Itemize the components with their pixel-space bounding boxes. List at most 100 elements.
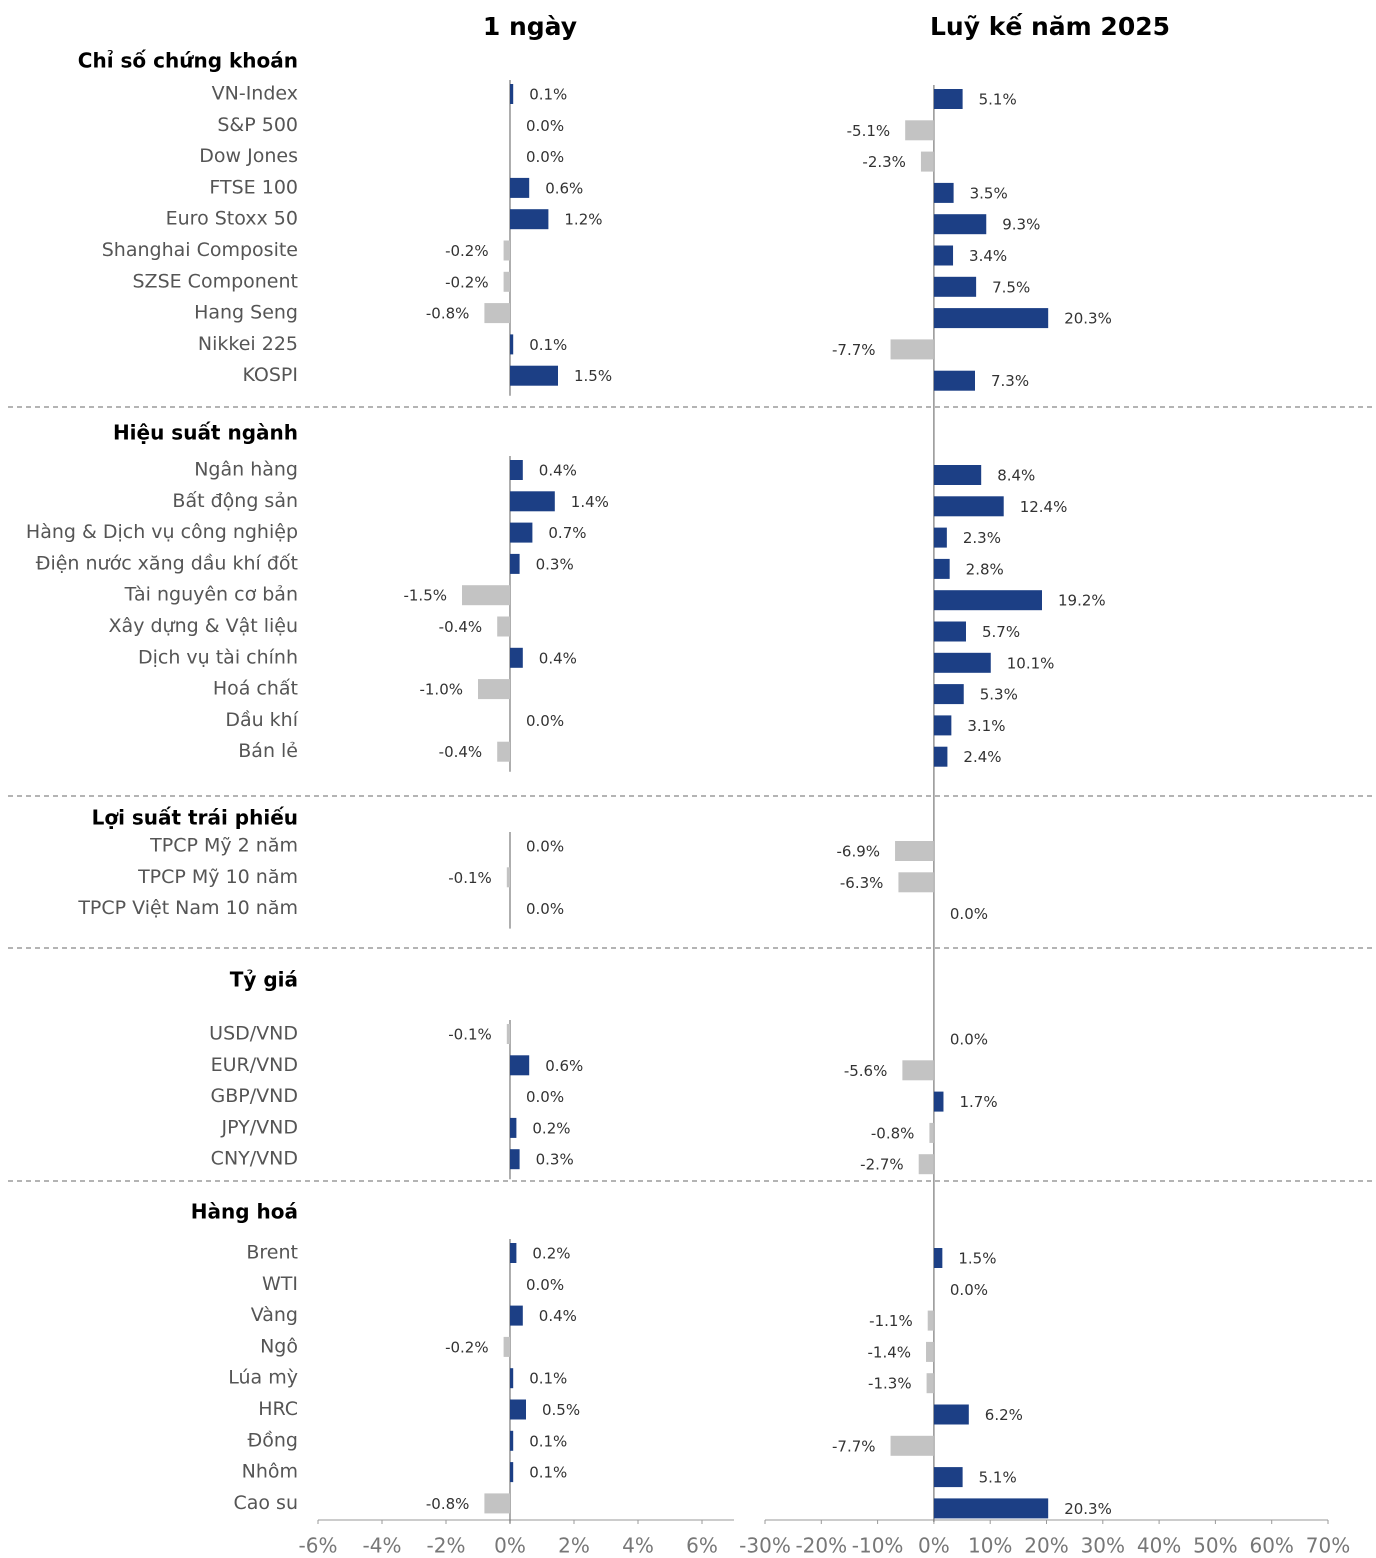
value-label: -2.3%: [862, 153, 906, 171]
bar: [933, 1404, 969, 1425]
category-label: JPY/VND: [221, 1116, 299, 1138]
category-label: Xây dựng & Vật liệu: [109, 615, 298, 637]
bar: [929, 1122, 934, 1143]
category-label: TPCP Việt Nam 10 năm: [77, 897, 298, 919]
value-label: 20.3%: [1064, 1500, 1112, 1518]
value-label: 19.2%: [1058, 592, 1106, 610]
value-label: 1.4%: [571, 493, 609, 511]
value-label: 0.0%: [526, 838, 564, 856]
category-label: Điện nước xăng dầu khí đốt: [36, 552, 298, 574]
bar: [898, 872, 934, 893]
bar: [510, 1305, 523, 1326]
bar: [510, 1243, 517, 1263]
bar: [933, 684, 964, 705]
bar: [484, 1493, 510, 1514]
value-label: 0.1%: [529, 86, 567, 104]
value-label: -1.3%: [868, 1375, 912, 1393]
category-label: TPCP Mỹ 2 năm: [149, 835, 298, 857]
value-label: 1.5%: [574, 367, 612, 385]
value-label: -5.6%: [844, 1062, 888, 1080]
bar: [478, 679, 510, 700]
category-label: SZSE Component: [133, 270, 299, 292]
value-label: 1.7%: [959, 1093, 997, 1111]
value-label: 0.1%: [529, 1464, 567, 1482]
bar: [933, 370, 975, 391]
value-label: 7.5%: [992, 278, 1030, 296]
x-tick-label: 4%: [622, 1534, 654, 1558]
value-label: 5.1%: [979, 91, 1017, 109]
bar: [510, 1430, 514, 1451]
value-label: 0.5%: [542, 1401, 580, 1419]
bar: [510, 522, 533, 543]
bar: [933, 527, 947, 548]
value-label: 0.0%: [526, 148, 564, 166]
bar: [933, 182, 954, 203]
bar: [920, 151, 934, 172]
category-label: Dầu khí: [225, 709, 298, 731]
value-label: 0.6%: [545, 1057, 583, 1075]
value-label: 5.3%: [980, 686, 1018, 704]
value-label: 10.1%: [1007, 654, 1055, 672]
x-tick-label: -6%: [299, 1534, 338, 1558]
value-label: -7.7%: [832, 341, 876, 359]
value-label: 0.3%: [536, 1151, 574, 1169]
bar: [484, 303, 510, 324]
bar: [933, 89, 963, 109]
category-label: Ngân hàng: [194, 459, 298, 481]
value-label: -0.2%: [445, 242, 489, 260]
bar: [905, 120, 934, 141]
value-label: 0.1%: [529, 1432, 567, 1450]
value-label: 0.2%: [532, 1119, 570, 1137]
bar: [510, 1149, 520, 1170]
panel-title: Luỹ kế năm 2025: [930, 12, 1170, 41]
value-label: -0.2%: [445, 1338, 489, 1356]
bar: [890, 1435, 934, 1456]
bar: [510, 84, 514, 104]
bar: [510, 553, 520, 574]
value-label: 20.3%: [1064, 310, 1112, 328]
x-tick-label: 6%: [686, 1534, 718, 1558]
panel-title: 1 ngày: [483, 12, 577, 41]
category-label: Vàng: [251, 1304, 298, 1326]
value-label: 1.2%: [564, 211, 602, 229]
category-label: USD/VND: [209, 1023, 298, 1045]
x-tick-label: -10%: [852, 1534, 904, 1558]
value-label: -5.1%: [847, 122, 891, 140]
value-label: 2.4%: [963, 748, 1001, 766]
x-tick-label: 40%: [1137, 1534, 1181, 1558]
bar: [895, 841, 934, 861]
group-title: Chỉ số chứng khoán: [78, 49, 298, 73]
x-tick-label: 2%: [558, 1534, 590, 1558]
category-label: Shanghai Composite: [102, 239, 298, 261]
category-label: S&P 500: [217, 114, 298, 136]
group-title: Hiệu suất ngành: [113, 421, 298, 445]
value-label: 2.3%: [963, 529, 1001, 547]
category-label: Bất động sản: [172, 490, 298, 512]
bar: [510, 1117, 517, 1138]
bar: [933, 1498, 1049, 1519]
x-tick-label: 0%: [918, 1534, 950, 1558]
bar: [933, 1248, 943, 1268]
category-label: Nhôm: [242, 1461, 298, 1483]
value-label: 0.0%: [950, 1031, 988, 1049]
value-label: 3.1%: [967, 717, 1005, 735]
category-label: CNY/VND: [211, 1148, 298, 1170]
group-title: Tỷ giá: [230, 968, 298, 992]
value-label: -6.9%: [837, 843, 881, 861]
value-label: 0.4%: [539, 462, 577, 480]
value-label: -6.3%: [840, 874, 884, 892]
bar: [497, 616, 510, 637]
value-label: -1.4%: [867, 1343, 911, 1361]
bar: [933, 496, 1004, 517]
value-label: 8.4%: [997, 467, 1035, 485]
value-label: 0.6%: [545, 179, 583, 197]
value-label: 5.7%: [982, 623, 1020, 641]
bar: [510, 1368, 514, 1389]
category-label: VN-Index: [212, 83, 298, 105]
bar: [510, 491, 555, 512]
value-label: 3.4%: [969, 247, 1007, 265]
bar: [926, 1341, 934, 1362]
x-tick-label: -2%: [427, 1534, 466, 1558]
value-label: 3.5%: [970, 184, 1008, 202]
x-tick-label: -4%: [363, 1534, 402, 1558]
